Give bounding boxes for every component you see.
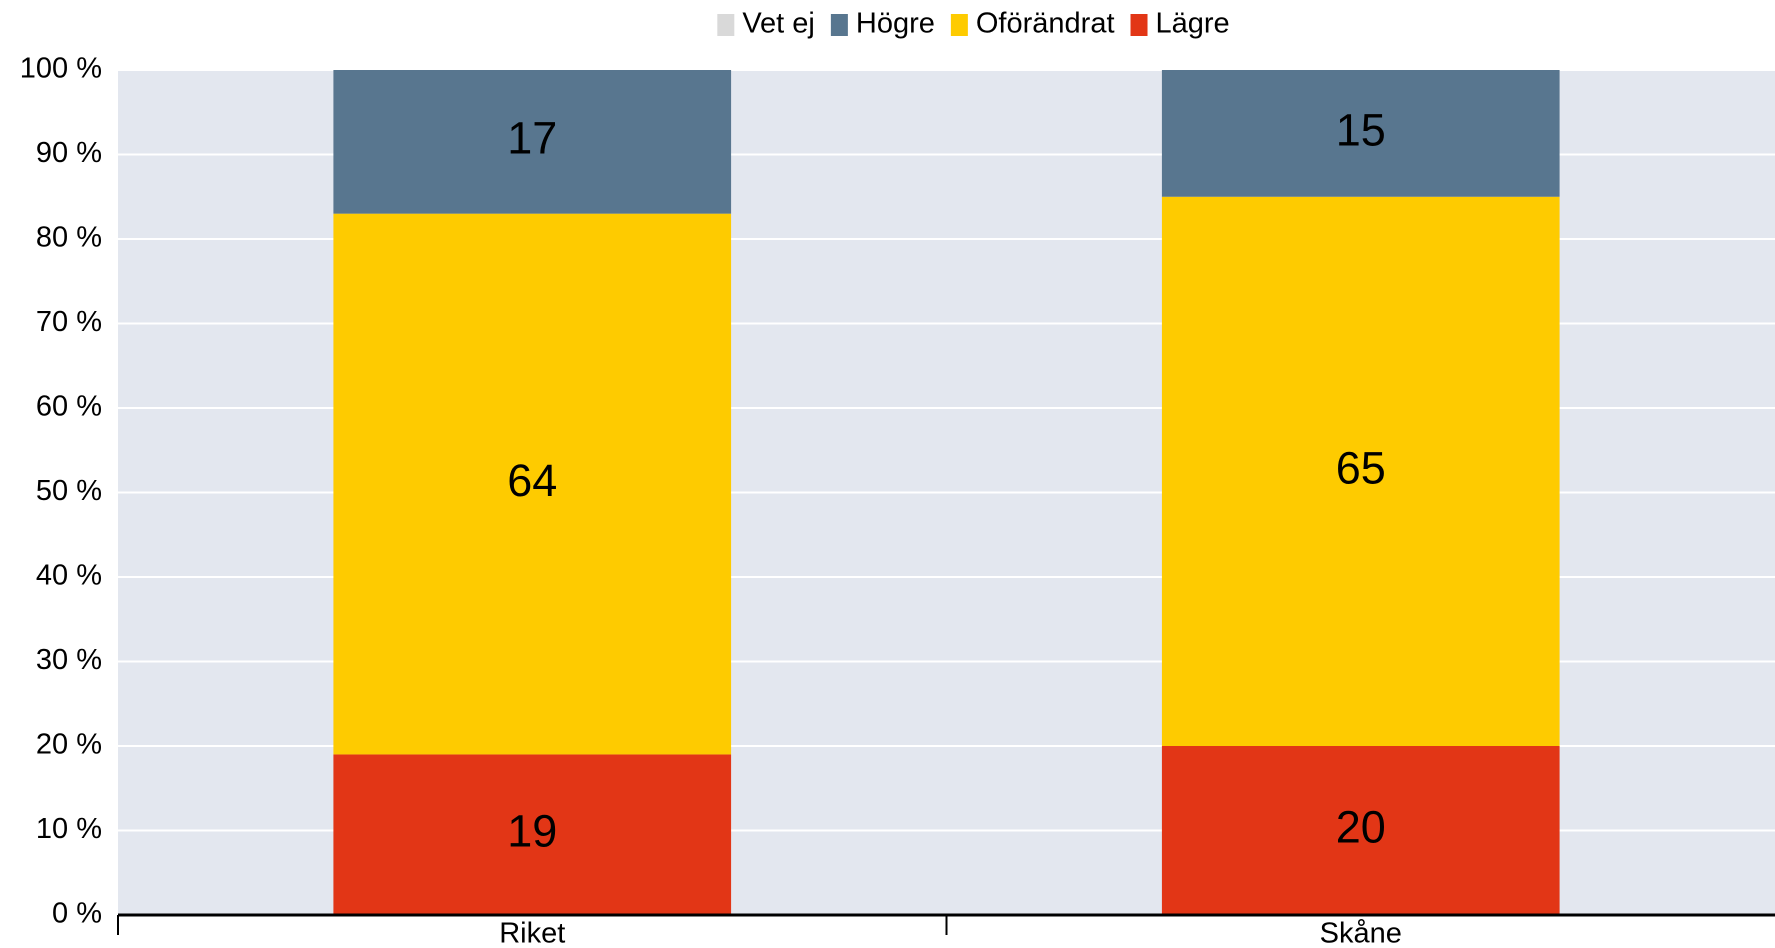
x-tick-label: Riket — [499, 918, 565, 948]
data-label: 64 — [507, 455, 557, 506]
y-tick-label: 70 % — [36, 306, 102, 338]
y-tick-label: 20 % — [36, 729, 102, 761]
legend-label: Oförändrat — [976, 8, 1115, 40]
bar-segment — [1161, 70, 1560, 197]
x-tick-label: Skåne — [1320, 918, 1402, 948]
bar-segment — [1161, 746, 1560, 915]
data-label: 20 — [1336, 801, 1386, 852]
data-label: 17 — [507, 113, 557, 164]
y-tick-label: 60 % — [36, 391, 102, 423]
legend-label: Vet ej — [742, 8, 815, 40]
data-label: 19 — [507, 806, 557, 857]
legend-swatch — [950, 14, 968, 36]
y-tick-label: 30 % — [36, 644, 102, 676]
legend-swatch — [717, 14, 735, 36]
y-tick-label: 100 % — [20, 53, 102, 85]
y-tick-label: 50 % — [36, 475, 102, 507]
legend-label: Högre — [856, 8, 935, 40]
y-tick-label: 90 % — [36, 137, 102, 169]
y-tick-label: 0 % — [52, 898, 102, 930]
legend-swatch — [1130, 14, 1148, 36]
data-label: 65 — [1336, 442, 1386, 493]
bar-segment — [333, 213, 732, 755]
y-tick-label: 40 % — [36, 560, 102, 592]
legend-swatch — [830, 14, 848, 36]
data-label: 15 — [1336, 104, 1386, 155]
legend-label: Lägre — [1156, 8, 1230, 40]
bar-segment — [333, 754, 732, 915]
y-tick-label: 10 % — [36, 813, 102, 845]
y-tick-label: 80 % — [36, 222, 102, 254]
bar-segment — [333, 70, 732, 214]
bar-segment — [1161, 196, 1560, 746]
